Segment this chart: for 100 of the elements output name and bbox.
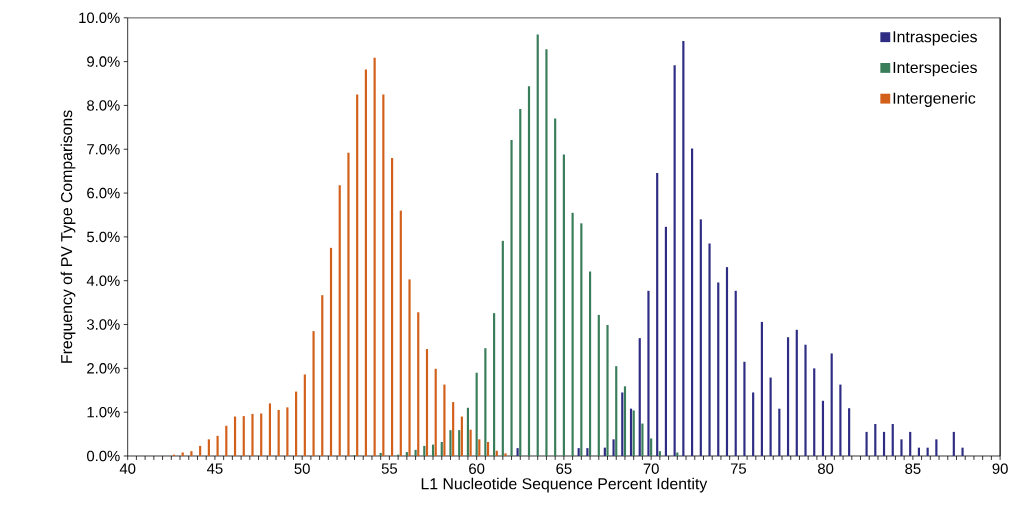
bar <box>676 452 679 456</box>
bar <box>830 353 833 456</box>
bar <box>251 413 254 456</box>
bar <box>682 40 685 456</box>
bar <box>303 374 306 456</box>
bar <box>399 210 402 456</box>
y-tick-label: 10.0% <box>79 12 120 23</box>
bar <box>260 413 263 456</box>
bar <box>216 435 219 456</box>
bar <box>778 408 781 456</box>
x-tick-label: 60 <box>469 463 485 474</box>
bar <box>621 392 624 456</box>
bar <box>286 407 289 456</box>
bar <box>786 337 790 456</box>
bar <box>469 429 472 456</box>
bar <box>865 431 868 456</box>
bar <box>242 415 245 456</box>
bar <box>874 423 877 456</box>
bar <box>813 368 816 456</box>
bar <box>760 321 763 456</box>
y-tick-label: 1.0% <box>87 406 120 418</box>
bar <box>615 366 618 456</box>
y-tick-label: 5.0% <box>87 231 120 242</box>
bar <box>647 290 650 456</box>
bar <box>449 429 452 456</box>
y-tick-label: 4.0% <box>86 275 120 286</box>
legend-label: Intraspecies <box>893 30 977 46</box>
bar <box>277 409 280 456</box>
bar <box>233 416 237 456</box>
bar <box>848 408 851 456</box>
bar <box>295 391 298 456</box>
bar <box>495 450 498 456</box>
y-tick-label: 3.0% <box>86 319 120 330</box>
x-tick-label: 80 <box>818 463 834 474</box>
bar <box>199 445 202 456</box>
x-tick-label: 90 <box>992 463 1008 474</box>
bar <box>460 416 463 456</box>
bar <box>484 348 487 456</box>
bar <box>443 384 446 456</box>
bar <box>691 148 694 456</box>
x-tick-label: 50 <box>294 463 310 474</box>
bar <box>434 368 437 456</box>
bar <box>577 447 580 456</box>
bar <box>390 157 394 456</box>
bar <box>452 401 455 456</box>
bar <box>466 407 470 456</box>
x-tick-label: 65 <box>556 463 572 474</box>
bar <box>717 282 720 456</box>
bar <box>423 445 426 456</box>
bar <box>338 185 341 456</box>
bar <box>425 348 429 456</box>
legend-label: Interspecies <box>893 61 977 77</box>
y-tick-label: 2.0% <box>87 362 120 374</box>
bar <box>414 449 417 456</box>
bar <box>181 452 184 456</box>
x-axis-title: L1 Nucleotide Sequence Percent Identity <box>421 477 708 493</box>
bar <box>821 400 825 456</box>
bar <box>664 226 667 456</box>
bar <box>734 290 737 456</box>
bar <box>606 324 609 456</box>
bar <box>458 429 461 456</box>
y-tick-label: 7.0% <box>87 143 120 155</box>
bar <box>329 247 333 456</box>
bar <box>673 64 676 456</box>
bar <box>909 431 912 456</box>
bar <box>501 240 504 456</box>
bar <box>839 384 842 456</box>
bar <box>641 423 644 456</box>
bar <box>356 94 359 456</box>
x-tick-label: 75 <box>730 463 747 474</box>
bar <box>952 431 955 456</box>
bar <box>382 94 385 456</box>
bar <box>312 330 315 456</box>
bar <box>417 312 420 456</box>
bar <box>795 329 798 456</box>
bar <box>268 403 272 456</box>
bar <box>225 425 228 456</box>
bar <box>752 392 755 456</box>
bar <box>516 447 519 456</box>
bar <box>708 243 711 456</box>
bar <box>935 439 938 456</box>
bar <box>656 172 659 456</box>
bar <box>699 219 702 456</box>
bar <box>478 439 481 456</box>
x-tick-label: 85 <box>905 463 921 474</box>
bar <box>638 337 641 456</box>
bar <box>588 271 592 456</box>
bar <box>321 295 324 456</box>
bar <box>527 86 531 456</box>
bar <box>586 447 589 456</box>
x-tick-label: 55 <box>381 463 398 474</box>
bar <box>347 152 350 456</box>
bar <box>373 57 376 456</box>
x-tick-label: 70 <box>643 463 659 474</box>
bar <box>510 139 513 456</box>
bar <box>408 279 411 456</box>
bar <box>743 361 746 456</box>
bar <box>612 439 615 456</box>
bar <box>493 312 496 456</box>
bar <box>536 34 539 456</box>
